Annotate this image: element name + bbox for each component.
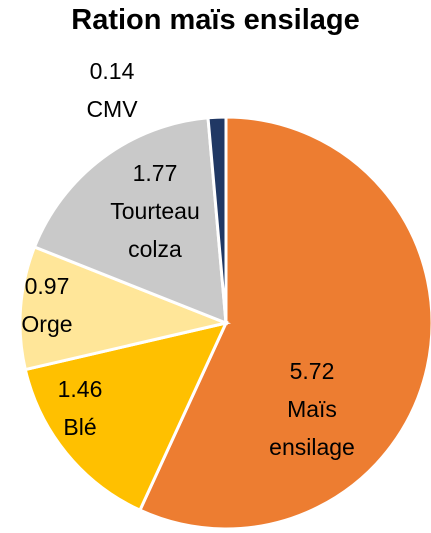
category-label: CMV (86, 96, 138, 122)
category-label: Orge (21, 311, 73, 337)
value-label: 1.46 (57, 376, 103, 402)
value-label: 0.97 (24, 273, 70, 299)
chart-title: Ration maïs ensilage (71, 4, 360, 36)
pie-slice (23, 320, 229, 513)
value-label: 5.72 (289, 358, 335, 384)
value-label: 0.14 (89, 58, 135, 84)
category-label: Blé (63, 414, 97, 440)
category-label: Tourteau colza (110, 198, 200, 262)
pie-slice (206, 115, 228, 324)
pie-slice (18, 245, 232, 372)
pie-slice (137, 115, 431, 531)
pie-slice (32, 116, 228, 326)
category-label: Maïs ensilage (269, 396, 355, 460)
value-label: 1.77 (132, 160, 178, 186)
